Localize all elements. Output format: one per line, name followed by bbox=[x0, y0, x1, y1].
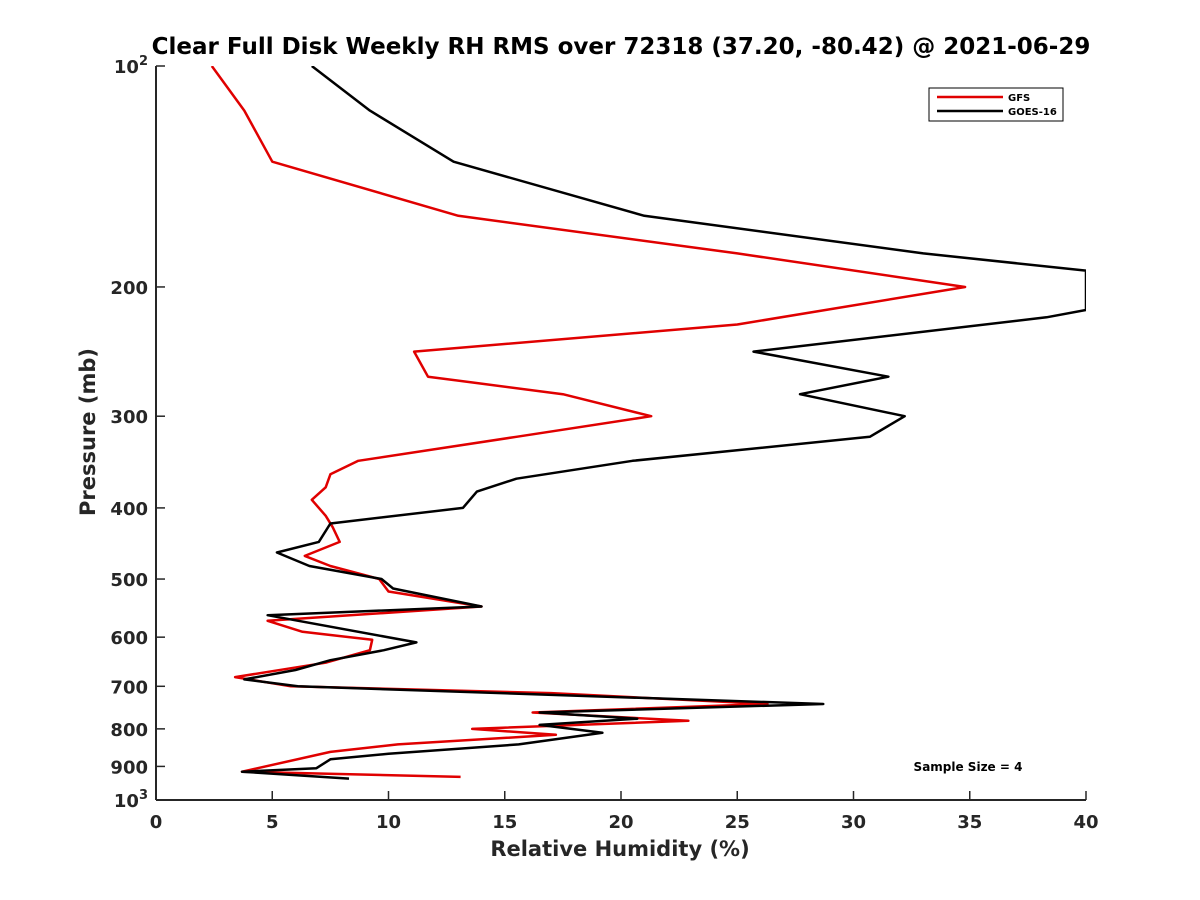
y-axis-label: Pressure (mb) bbox=[76, 348, 100, 516]
chart-title: Clear Full Disk Weekly RH RMS over 72318… bbox=[152, 34, 1091, 60]
y-tick-label: 800 bbox=[110, 720, 148, 741]
plot-area: 0 5 10 15 20 25 30 35 40102200300400500600700800… bbox=[110, 54, 1098, 833]
x-tick-label: 30 bbox=[841, 812, 866, 833]
y-tick-label: 700 bbox=[110, 677, 148, 698]
x-tick-label: 25 bbox=[725, 812, 750, 833]
legend-label-gfs: GFS bbox=[1008, 93, 1030, 104]
x-tick-label: 20 bbox=[608, 812, 633, 833]
x-axis-label: Relative Humidity (%) bbox=[490, 837, 749, 861]
legend-label-goes16: GOES-16 bbox=[1008, 107, 1057, 118]
x-tick-label: 10 bbox=[376, 812, 401, 833]
legend-box bbox=[928, 87, 1064, 122]
y-tick-label: 600 bbox=[110, 628, 148, 649]
y-tick-label: 400 bbox=[110, 499, 148, 520]
sample-size-annotation: Sample Size = 4 bbox=[914, 760, 1023, 774]
y-tick-label: 200 bbox=[110, 278, 148, 299]
x-tick-label: 15 bbox=[492, 812, 517, 833]
y-tick-label: 900 bbox=[110, 757, 148, 778]
x-tick-label: 0 bbox=[150, 812, 163, 833]
series-line-goes16 bbox=[240, 66, 1086, 780]
x-tick-label: 35 bbox=[957, 812, 982, 833]
x-tick-label: 5 bbox=[266, 812, 279, 833]
y-tick-label: 300 bbox=[110, 407, 148, 428]
chart-legend: GFS GOES-16 bbox=[928, 87, 1064, 122]
y-tick-label: 500 bbox=[110, 570, 148, 591]
x-tick-label: 40 bbox=[1073, 812, 1098, 833]
